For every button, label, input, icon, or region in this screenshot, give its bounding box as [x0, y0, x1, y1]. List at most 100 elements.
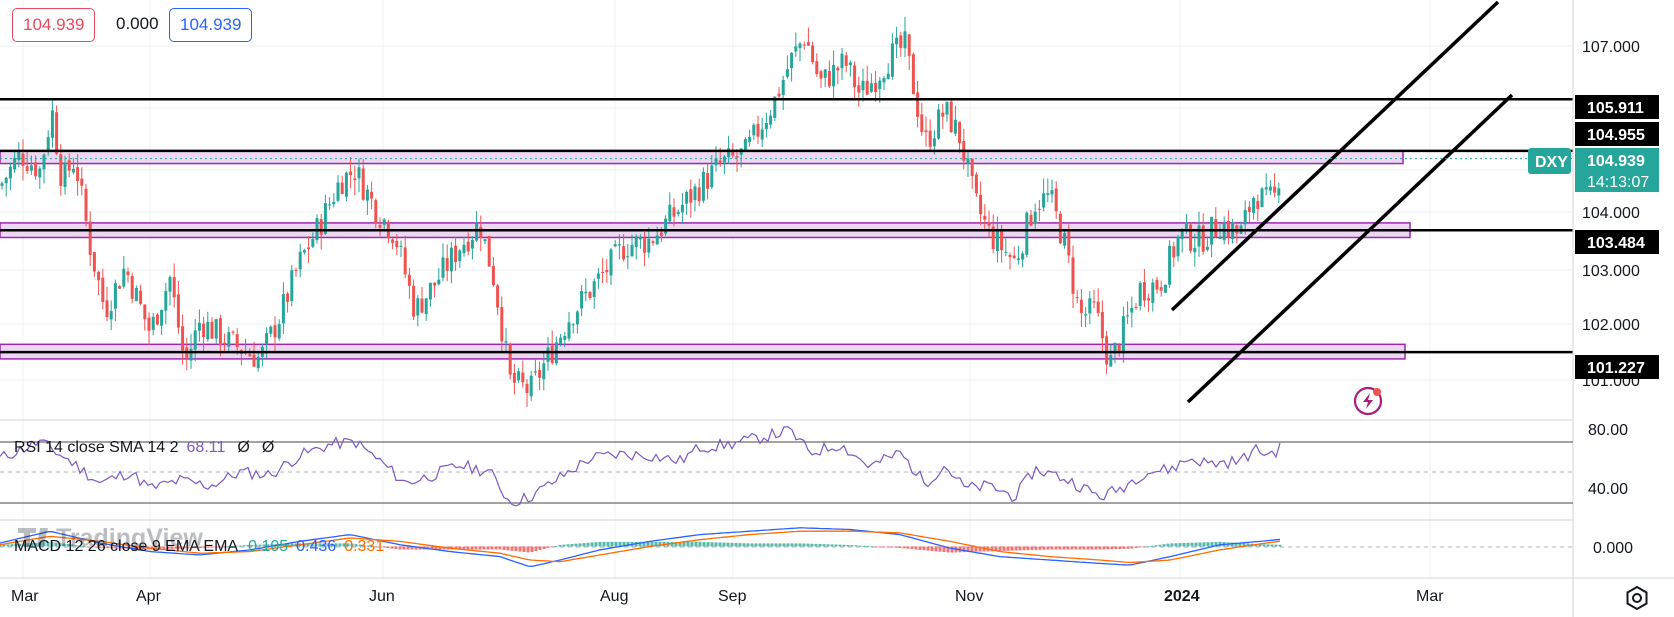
candle: [760, 117, 764, 148]
macd-histogram-bar: [190, 546, 194, 549]
macd-histogram-bar: [318, 543, 322, 547]
price-axis[interactable]: 107.000 104.000 103.000 102.000 101.000 …: [1582, 39, 1640, 557]
close-price-badge[interactable]: 104.939: [169, 8, 253, 42]
candle: [139, 284, 143, 306]
candle: [1168, 240, 1172, 288]
candle: [483, 238, 487, 244]
candle: [155, 313, 159, 326]
candle: [1197, 211, 1201, 257]
candle: [1210, 216, 1214, 258]
macd-histogram-bar: [522, 546, 526, 552]
macd-histogram-bar: [1066, 546, 1070, 550]
macd-histogram-bar: [1278, 544, 1282, 547]
time-label-2024: 2024: [1164, 588, 1200, 605]
macd-histogram-bar: [214, 546, 218, 548]
candle: [874, 71, 878, 102]
candle-body: [382, 219, 386, 225]
candle: [113, 279, 117, 322]
candle: [0, 181, 4, 190]
candle: [1268, 180, 1272, 196]
channel-upper-line[interactable]: [1170, 0, 1500, 312]
macd-histogram-bar: [434, 546, 438, 550]
candle: [202, 316, 206, 353]
macd-histogram-bar: [82, 546, 86, 548]
macd-histogram-bar: [930, 546, 934, 551]
macd-histogram-bar: [306, 543, 310, 547]
candle-body: [643, 238, 647, 253]
symbol-price-tag[interactable]: DXY 104.939 14:13:07: [1528, 148, 1659, 192]
macd-histogram-bar: [226, 546, 230, 548]
trend-channel[interactable]: [1170, 0, 1514, 404]
candle: [504, 327, 508, 353]
macd-histogram-bar: [558, 544, 562, 547]
macd-histogram-bar: [1190, 542, 1194, 547]
macd-histogram-bar: [458, 546, 462, 550]
candle: [286, 291, 290, 313]
candle-body: [714, 158, 718, 166]
macd-histogram-bar: [1122, 546, 1126, 549]
open-price-badge[interactable]: 104.939: [12, 8, 96, 42]
candle-body: [1231, 223, 1235, 240]
level-labels[interactable]: 105.911 104.955 103.484 101.227: [1575, 95, 1659, 379]
channel-lower-line[interactable]: [1186, 93, 1514, 404]
candle-body: [777, 93, 781, 97]
macd-histogram-bar: [638, 541, 642, 547]
candle-body: [319, 219, 323, 235]
macd-histogram-bar: [114, 546, 118, 549]
candle-body: [21, 153, 25, 166]
horizontal-levels[interactable]: [0, 98, 1573, 354]
macd-histogram-bar: [238, 545, 242, 547]
candle-body: [269, 326, 273, 334]
candle-body: [97, 271, 101, 281]
macd-histogram-bar: [262, 544, 266, 547]
candle: [1256, 194, 1260, 221]
macd-histogram-bar: [1166, 543, 1170, 547]
settings-gear-icon[interactable]: [1624, 585, 1650, 611]
candle-body: [365, 189, 369, 201]
candle-body: [1247, 206, 1251, 212]
candle: [970, 158, 974, 189]
candle: [626, 244, 630, 270]
macd-histogram-bar: [250, 544, 254, 547]
macd-line: [0, 527, 1281, 568]
macd-histogram-bar: [282, 543, 286, 547]
time-label-aug: Aug: [600, 588, 628, 605]
candle-body: [1193, 247, 1197, 253]
time-axis[interactable]: Mar Apr Jun Aug Sep Nov 2024 Mar: [11, 588, 1444, 605]
candle: [336, 175, 340, 203]
candle: [437, 268, 441, 286]
macd-histogram-bar: [542, 546, 546, 549]
candle: [118, 284, 122, 289]
macd-histogram-bar: [178, 546, 182, 549]
candle: [25, 151, 29, 174]
candle-body: [214, 319, 218, 339]
rsi-pane[interactable]: [0, 426, 1573, 507]
candle: [710, 154, 714, 190]
macd-histogram-bar: [302, 543, 306, 547]
macd-histogram-bar: [1258, 544, 1262, 547]
candle-body: [1277, 188, 1281, 196]
candle: [1021, 251, 1025, 268]
candle: [496, 283, 500, 315]
candle-body: [206, 322, 210, 340]
candle: [76, 154, 80, 196]
macd-histogram-bar: [726, 542, 730, 547]
macd-histogram-bar: [66, 544, 70, 547]
macd-histogram-bar: [474, 546, 478, 550]
rsi-legend[interactable]: RSI 14 close SMA 14 2 68.11 Ø Ø: [14, 439, 274, 456]
candle-body: [689, 189, 693, 203]
candle-body: [1201, 225, 1205, 252]
candle: [256, 351, 260, 372]
macd-pane[interactable]: [0, 527, 1573, 568]
macd-legend[interactable]: MACD 12 26 close 9 EMA EMA 0.105 0.436 0.33…: [14, 538, 384, 555]
candle: [340, 175, 344, 195]
candle-body: [223, 342, 227, 345]
macd-histogram-bar: [578, 543, 582, 547]
macd-histogram-bar: [682, 541, 686, 547]
lightning-icon[interactable]: [1353, 386, 1383, 416]
candle-body: [966, 158, 970, 164]
candle: [399, 240, 403, 258]
candle: [130, 272, 134, 304]
candle: [781, 75, 785, 111]
